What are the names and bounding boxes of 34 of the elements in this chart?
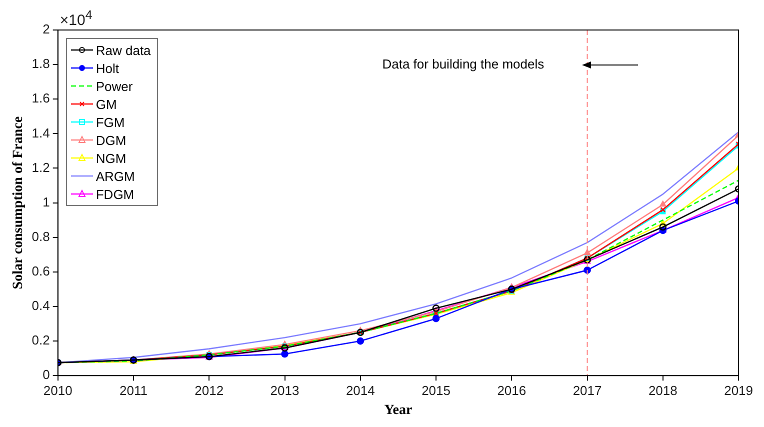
legend-label: Holt <box>96 60 119 76</box>
legend-label: FDGM <box>96 186 134 202</box>
y-tick-label: 0.4 <box>32 298 50 314</box>
legend-label: GM <box>96 96 117 112</box>
legend-label: ARGM <box>96 168 135 184</box>
y-tick-label: 2 <box>42 22 50 37</box>
x-tick-label: 2016 <box>497 382 526 398</box>
legend-label: NGM <box>96 150 126 166</box>
x-tick-label: 2015 <box>422 382 450 398</box>
y-axis-title: Solar consumption of France <box>11 116 26 290</box>
y-tick-label: 0.2 <box>32 332 50 348</box>
y-tick-label: 0 <box>42 367 50 382</box>
legend-label: Raw data <box>96 42 151 58</box>
x-axis-title: Year <box>384 403 412 418</box>
y-tick-label: 1.6 <box>32 90 50 106</box>
x-tick-label: 2014 <box>346 382 375 398</box>
y-tick-label: 1.4 <box>32 125 50 140</box>
y-tick-label: 1 <box>42 194 50 210</box>
legend-label: FGM <box>96 114 125 130</box>
x-tick-label: 2010 <box>43 382 72 398</box>
x-tick-label: 2011 <box>120 382 148 398</box>
x-tick-label: 2017 <box>572 382 602 398</box>
y-tick-label: 0.8 <box>32 228 50 244</box>
legend-label: DGM <box>96 132 126 148</box>
y-tick-label: 0.6 <box>32 264 50 278</box>
x-tick-label: 2018 <box>648 382 678 398</box>
legend-label: Power <box>96 78 133 94</box>
x-tick-label: 2012 <box>194 382 224 398</box>
y-tick-label: 1.8 <box>32 56 50 72</box>
y-tick-label: 1.2 <box>32 160 50 175</box>
x-tick-label: 2019 <box>724 382 753 398</box>
text: ×10$^{4}$ <box>60 8 92 29</box>
annotation: Data for building the models <box>382 56 545 72</box>
x-tick-label: 2013 <box>270 382 300 398</box>
